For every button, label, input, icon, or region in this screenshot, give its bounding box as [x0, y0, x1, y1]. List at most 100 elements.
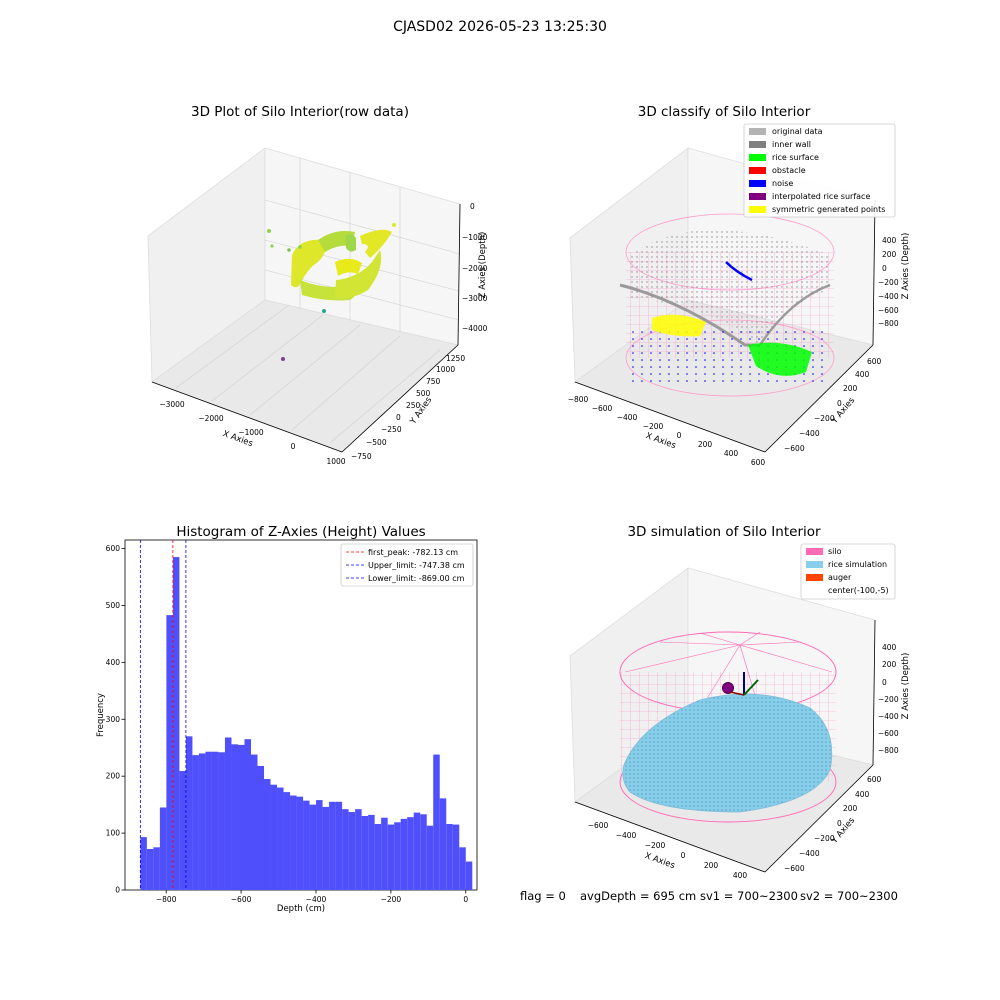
sim-x-tick: 200: [704, 861, 719, 870]
histogram-bar: [277, 787, 284, 890]
sim-x-tick: −200: [645, 841, 666, 850]
legend-rice-simulation: rice simulation: [828, 560, 887, 569]
histogram-x-ticks: −800 −600 −400 −200 0: [156, 890, 468, 904]
sim-z-tick: −600: [878, 729, 899, 738]
histogram-bar: [146, 849, 154, 890]
classify-x-tick: 0: [677, 431, 682, 440]
histogram-x-tick-label: −600: [231, 895, 252, 904]
classify-3d-z-label: Z Axies (Depth): [901, 233, 911, 300]
sim-3d-z-ticks: −800 −600 −400 −200 0 200 400: [878, 643, 899, 755]
histogram-bar: [211, 751, 219, 890]
raw-y-tick: 250: [406, 401, 421, 410]
panel-simulation-3d: 3D simulation of Silo Interior −600 −400…: [569, 524, 911, 880]
histogram-bar: [166, 615, 173, 890]
sim-z-tick: 0: [882, 678, 887, 687]
histogram-vlines: [139, 540, 187, 890]
legend-original-data: original data: [772, 127, 823, 136]
histogram-bar: [250, 754, 258, 890]
histogram-bar: [303, 800, 310, 890]
histogram-legend: first_peak: -782.13 cm Upper_limit: -747…: [340, 543, 474, 587]
histogram-y-tick-label: 200: [106, 772, 121, 781]
classify-x-tick: 200: [698, 440, 713, 449]
classify-x-tick: −200: [643, 422, 664, 431]
histogram-y-tick-label: 400: [106, 658, 121, 667]
histogram-bar: [394, 822, 401, 890]
histogram-y-label: Frequency: [96, 693, 106, 737]
rice-simulation-surface: [622, 693, 833, 813]
histogram-bar: [400, 818, 408, 890]
histogram-y-tick-label: 100: [106, 829, 121, 838]
sim-y-tick: −200: [814, 834, 835, 843]
histogram-bar: [198, 753, 206, 890]
histogram-bar: [335, 801, 343, 890]
sim-z-tick: −400: [878, 712, 899, 721]
histogram-x-tick-label: −800: [156, 895, 177, 904]
histogram-bars: [140, 557, 473, 890]
histogram-bar: [205, 751, 212, 890]
sim-3d-y-ticks: −600 −400 −200 0 200 400 600: [784, 775, 882, 873]
classify-x-tick: −800: [568, 395, 589, 404]
histogram-bar: [309, 804, 317, 890]
raw-z-tick: 0: [470, 202, 475, 211]
histogram-bar: [407, 817, 414, 890]
legend-center: center(-100,-5): [828, 586, 889, 595]
histogram-bar: [459, 847, 466, 890]
histogram-bar: [348, 812, 356, 890]
sim-y-tick: 400: [855, 790, 870, 799]
raw-y-tick: −500: [366, 438, 387, 447]
histogram-bar: [433, 754, 440, 890]
histogram-bar: [426, 825, 434, 890]
histogram-x-label: Depth (cm): [277, 904, 325, 914]
histogram-bar: [231, 744, 238, 890]
histogram-bar: [237, 744, 245, 890]
classify-z-tick: −600: [878, 306, 899, 315]
legend-inner-wall: inner wall: [772, 140, 811, 149]
raw-z-tick: −1000: [462, 233, 488, 242]
raw-3d-z-label: Z Axies (Depth): [478, 232, 488, 299]
status-sv2: sv2 = 700~2300: [800, 889, 898, 903]
histogram-bar: [316, 800, 323, 890]
status-flag: flag = 0: [520, 889, 566, 903]
raw-z-tick: −2000: [462, 264, 488, 273]
status-sv1: sv1 = 700~2300: [700, 889, 798, 903]
raw-y-tick: 1000: [436, 365, 455, 374]
panel-simulation-3d-title: 3D simulation of Silo Interior: [627, 524, 821, 540]
symmetric-points: [652, 314, 706, 337]
classify-z-tick: 400: [882, 236, 897, 245]
sim-z-tick: −800: [878, 746, 899, 755]
sim-z-tick: −200: [878, 695, 899, 704]
raw-y-tick: 500: [416, 389, 431, 398]
histogram-bar: [374, 823, 382, 890]
histogram-bar: [322, 806, 330, 890]
classify-y-tick: 400: [855, 370, 870, 379]
histogram-bar: [244, 739, 251, 890]
histogram-bar: [224, 737, 232, 890]
histogram-bar: [446, 823, 453, 890]
classify-z-tick: −800: [878, 319, 899, 328]
sim-y-tick: −600: [784, 864, 805, 873]
classify-y-tick: −400: [799, 429, 820, 438]
histogram-bar: [368, 814, 375, 890]
histogram-title: Histogram of Z-Axies (Height) Values: [176, 524, 425, 540]
sim-3d-y-label: Y Axies: [829, 815, 857, 846]
raw-x-tick: −2000: [198, 414, 224, 423]
histogram-y-ticks: 0 100 200 300 400 500 600: [106, 544, 125, 895]
histogram-bar: [140, 837, 147, 890]
classify-z-tick: −400: [878, 292, 899, 301]
classify-y-tick: −600: [784, 444, 805, 453]
raw-y-tick: 0: [396, 413, 401, 422]
histogram-bar: [452, 824, 460, 890]
histogram-bar: [413, 812, 421, 890]
histogram-bar: [290, 795, 297, 890]
classify-3d-y-ticks: −600 −400 −200 0 200 400 600: [784, 357, 882, 453]
classify-y-tick: 600: [867, 357, 882, 366]
histogram-bar: [387, 824, 395, 890]
sim-z-tick: 200: [882, 660, 897, 669]
histogram-y-tick-label: 600: [106, 544, 121, 553]
classify-z-tick: 200: [882, 250, 897, 259]
histogram-bar: [270, 784, 278, 890]
rice-surface-points: [748, 342, 812, 376]
raw-3d-x-ticks: −3000 −2000 −1000 0 1000: [159, 400, 345, 466]
raw-z-tick: −4000: [462, 324, 488, 333]
histogram-bar: [355, 809, 362, 890]
